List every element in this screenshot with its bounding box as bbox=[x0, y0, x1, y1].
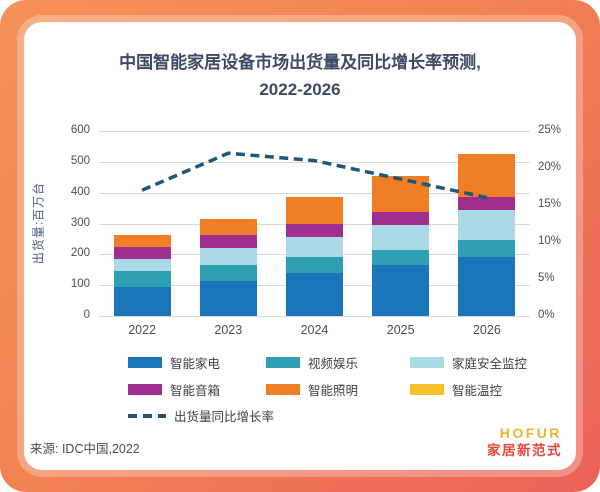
bar-segment-2026-家庭安全监控 bbox=[458, 209, 516, 241]
bar-segment-2023-智能照明 bbox=[199, 218, 257, 235]
chart-title-line2: 2022-2026 bbox=[259, 80, 341, 99]
bar-segment-2025-家庭安全监控 bbox=[372, 225, 430, 250]
y-left-tick-300: 300 bbox=[70, 216, 90, 229]
bar-segment-2025-智能音箱 bbox=[372, 211, 430, 226]
y-right-tick-0: 0% bbox=[538, 309, 555, 321]
legend-row-1: 智能家电 视频娱乐 家庭安全监控 bbox=[128, 353, 527, 372]
legend-label-智能音箱: 智能音箱 bbox=[170, 384, 221, 398]
y-left-tick-0: 0 bbox=[83, 309, 90, 321]
legend-swatch-家庭安全监控 bbox=[410, 357, 444, 368]
brand-logo: HOFUR 家居新范式 bbox=[487, 425, 562, 459]
x-label-2026: 2026 bbox=[472, 323, 501, 337]
gridline-600 bbox=[99, 131, 530, 132]
bar-segment-2023-智能家电 bbox=[199, 280, 257, 316]
x-label-2024: 2024 bbox=[300, 323, 329, 337]
source-note: 来源: IDC中国,2022 bbox=[30, 442, 140, 456]
y-left-tick-200: 200 bbox=[70, 247, 90, 260]
stacked-bar-2025 bbox=[372, 176, 430, 316]
stacked-bar-2026 bbox=[458, 153, 516, 316]
bar-segment-2025-智能家电 bbox=[372, 265, 430, 316]
y-left-tick-600: 600 bbox=[70, 124, 90, 136]
legend-label-智能家电: 智能家电 bbox=[170, 357, 221, 371]
y-right-tick-20: 20% bbox=[538, 161, 562, 173]
bar-segment-2023-家庭安全监控 bbox=[199, 248, 257, 266]
bar-segment-2022-智能照明 bbox=[113, 235, 171, 247]
legend-dashed-line-swatch bbox=[128, 413, 166, 418]
legend-swatch-智能音箱 bbox=[128, 384, 162, 395]
legend-item-家庭安全监控: 家庭安全监控 bbox=[410, 353, 527, 372]
legend-item-智能家电: 智能家电 bbox=[128, 353, 266, 372]
legend-label-出货量同比增长率: 出货量同比增长率 bbox=[174, 410, 275, 424]
y-right-tick-10: 10% bbox=[538, 235, 562, 247]
bar-segment-2025-智能照明 bbox=[372, 176, 430, 212]
bar-segment-2024-智能家电 bbox=[286, 272, 343, 316]
brand-logo-subtitle: 家居新范式 bbox=[487, 442, 562, 458]
growth-rate-line bbox=[141, 151, 488, 200]
stacked-bar-2024 bbox=[286, 197, 343, 316]
y-right-tick-5: 5% bbox=[538, 272, 555, 284]
legend-item-视频娱乐: 视频娱乐 bbox=[266, 353, 410, 372]
legend-swatch-智能温控 bbox=[410, 384, 444, 395]
x-label-2023: 2023 bbox=[214, 323, 243, 337]
chart-title-line1: 中国智能家居设备市场出货量及同比增长率预测, bbox=[119, 53, 481, 72]
legend-swatch-智能照明 bbox=[266, 384, 300, 395]
legend-label-智能照明: 智能照明 bbox=[308, 384, 359, 398]
brand-logo-name: HOFUR bbox=[499, 425, 562, 441]
y-right-tick-25: 25% bbox=[538, 124, 562, 136]
chart-card: 中国智能家居设备市场出货量及同比增长率预测, 2022-2026 出货量:百万台… bbox=[24, 22, 576, 470]
legend-row-2: 智能音箱 智能照明 智能温控 bbox=[128, 380, 502, 399]
legend-label-视频娱乐: 视频娱乐 bbox=[308, 357, 359, 371]
y-left-tick-500: 500 bbox=[70, 154, 90, 167]
bar-segment-2023-视频娱乐 bbox=[199, 265, 257, 281]
y-right-tick-15: 15% bbox=[538, 198, 562, 210]
legend-item-智能温控: 智能温控 bbox=[410, 380, 502, 399]
legend-swatch-智能家电 bbox=[128, 357, 162, 368]
plot-area bbox=[99, 131, 530, 317]
legend-item-智能音箱: 智能音箱 bbox=[128, 380, 266, 399]
bar-segment-2022-家庭安全监控 bbox=[113, 258, 171, 272]
bar-segment-2022-智能家电 bbox=[113, 286, 171, 316]
stacked-bar-2023 bbox=[199, 218, 257, 316]
legend-row-3: 出货量同比增长率 bbox=[128, 406, 274, 425]
gridline-400 bbox=[99, 192, 530, 194]
bar-segment-2025-视频娱乐 bbox=[372, 249, 430, 266]
x-label-2022: 2022 bbox=[128, 323, 156, 337]
bar-segment-2024-智能照明 bbox=[286, 197, 343, 224]
bar-segment-2026-智能音箱 bbox=[458, 197, 516, 210]
legend-item-智能照明: 智能照明 bbox=[266, 380, 410, 399]
y-left-tick-100: 100 bbox=[70, 278, 90, 291]
legend-label-智能温控: 智能温控 bbox=[452, 384, 503, 398]
bar-segment-2022-视频娱乐 bbox=[113, 271, 171, 287]
bar-segment-2026-智能家电 bbox=[458, 257, 516, 316]
bar-segment-2024-视频娱乐 bbox=[286, 257, 343, 273]
bar-segment-2024-家庭安全监控 bbox=[286, 237, 343, 258]
gridline-0 bbox=[99, 316, 530, 317]
legend-label-家庭安全监控: 家庭安全监控 bbox=[452, 357, 528, 371]
bar-segment-2026-视频娱乐 bbox=[458, 240, 516, 258]
bar-segment-2026-智能照明 bbox=[458, 153, 516, 198]
bar-segment-2023-智能音箱 bbox=[199, 234, 257, 249]
stacked-bar-2022 bbox=[113, 235, 171, 316]
legend-swatch-视频娱乐 bbox=[266, 357, 300, 368]
y-axis-title: 出货量:百万台 bbox=[31, 181, 46, 265]
x-label-2025: 2025 bbox=[386, 323, 415, 337]
legend-item-出货量同比增长率: 出货量同比增长率 bbox=[128, 406, 274, 425]
y-left-tick-400: 400 bbox=[70, 185, 90, 198]
bar-segment-2024-智能音箱 bbox=[286, 223, 343, 238]
chart-title: 中国智能家居设备市场出货量及同比增长率预测, 2022-2026 bbox=[24, 49, 576, 103]
bar-segment-2022-智能音箱 bbox=[113, 246, 171, 259]
